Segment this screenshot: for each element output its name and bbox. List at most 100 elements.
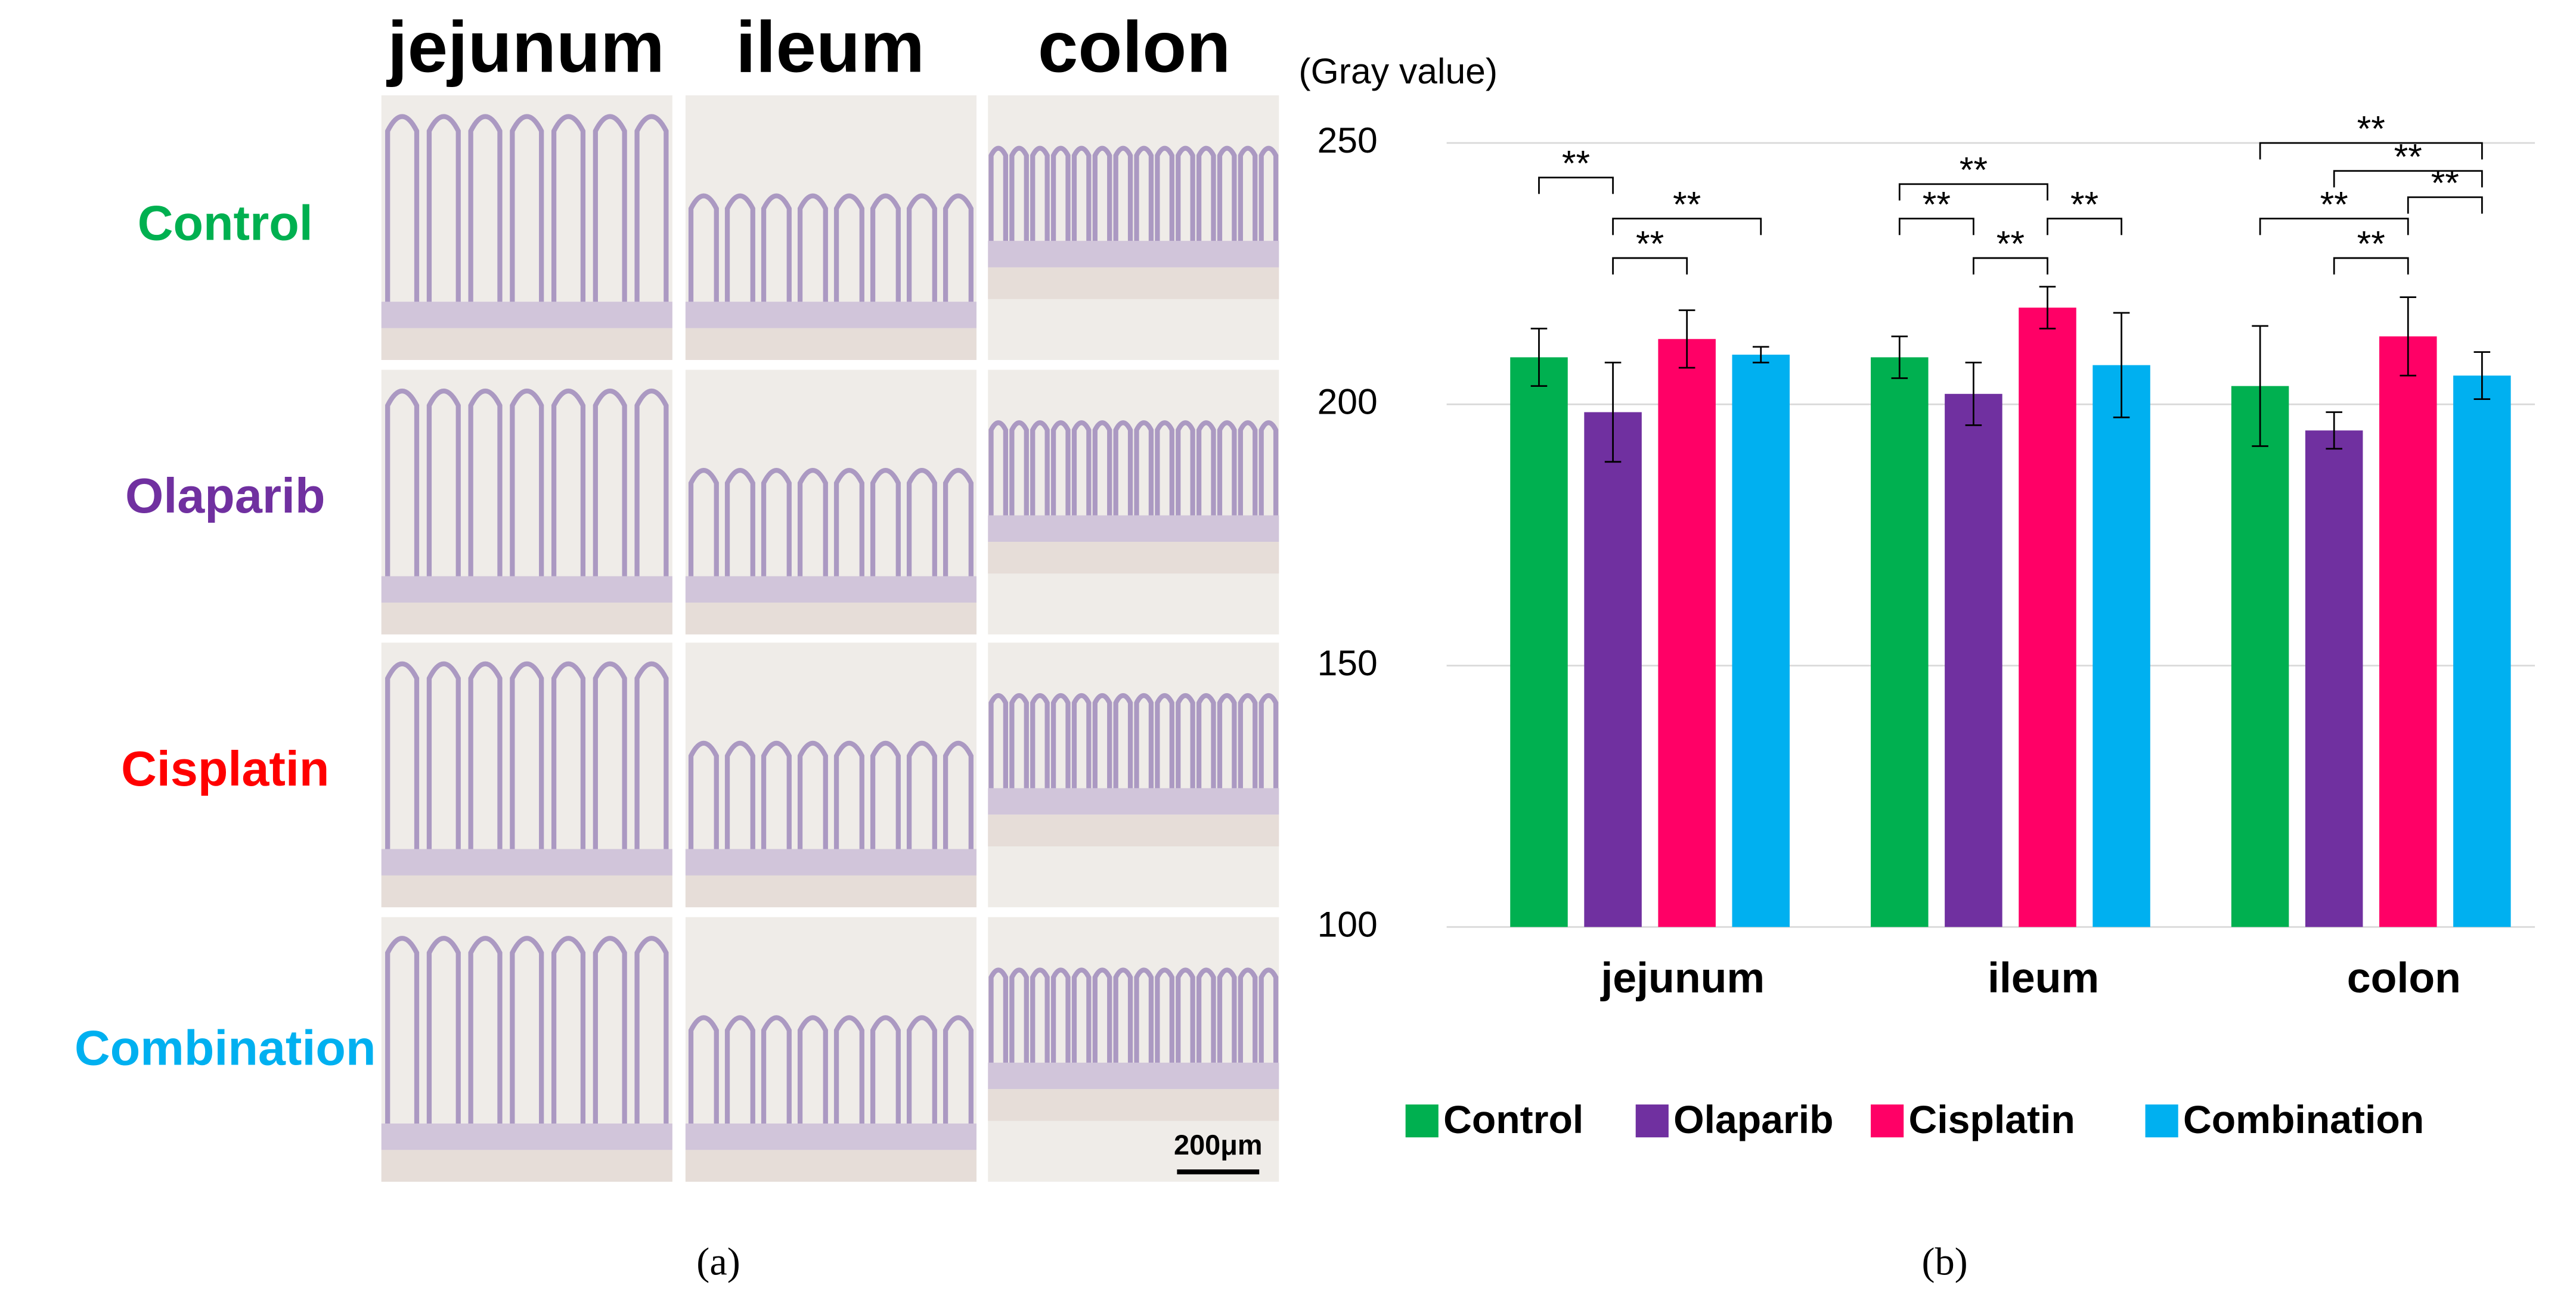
micrograph	[988, 917, 1279, 1182]
significance-bracket	[2047, 218, 2122, 235]
significance-bracket	[2259, 218, 2409, 235]
legend-label: Cisplatin	[1908, 1098, 2075, 1142]
villus	[1050, 145, 1071, 241]
villus	[1217, 420, 1237, 516]
villus	[797, 468, 828, 576]
villus	[906, 468, 937, 576]
submucosa	[988, 542, 1279, 574]
villus	[943, 741, 974, 849]
bar	[2093, 365, 2150, 927]
villus	[724, 468, 755, 576]
villus	[385, 661, 420, 849]
legend-label: Combination	[2183, 1098, 2424, 1142]
villus	[426, 388, 461, 576]
legend-swatch	[1871, 1104, 1904, 1138]
y-tick-label: 150	[1318, 643, 1378, 683]
column-label: jejunum	[386, 6, 665, 87]
x-tick-label: colon	[2347, 954, 2461, 1002]
significance-label: **	[2357, 224, 2385, 264]
villus	[988, 420, 1009, 516]
error-bar	[2039, 286, 2056, 330]
tissue-band	[381, 576, 672, 603]
column-label: colon	[1038, 6, 1230, 87]
submucosa	[381, 328, 672, 360]
significance-label: **	[2431, 163, 2459, 203]
villus	[1092, 967, 1112, 1063]
tissue-band	[988, 515, 1279, 542]
column-label: ileum	[736, 6, 925, 87]
significance-label: **	[1562, 143, 1590, 184]
submucosa	[381, 875, 672, 908]
tissue-band	[685, 576, 977, 603]
bar	[2231, 386, 2289, 927]
villus	[510, 114, 544, 302]
submucosa	[988, 1089, 1279, 1121]
significance-label: **	[1636, 224, 1664, 264]
villus	[688, 1015, 719, 1124]
villus	[1050, 967, 1071, 1063]
submucosa	[988, 814, 1279, 847]
villus	[1009, 693, 1029, 789]
villus	[1238, 967, 1258, 1063]
scale-bar-label: 200μm	[1174, 1129, 1263, 1160]
bar	[1871, 357, 1929, 927]
villus	[1134, 693, 1154, 789]
villus	[551, 936, 586, 1124]
villus	[761, 468, 792, 576]
error-bar	[1965, 361, 1982, 426]
row-label: Combination	[75, 1020, 376, 1076]
significance-bracket	[1898, 183, 2048, 201]
significance-bracket	[1612, 218, 1762, 235]
error-bar	[2400, 296, 2417, 377]
villus	[1217, 967, 1237, 1063]
villus	[385, 114, 420, 302]
villus	[1217, 145, 1237, 241]
villus	[688, 468, 719, 576]
villus	[551, 114, 586, 302]
error-bar	[1678, 309, 1695, 369]
villus	[1258, 693, 1279, 789]
significance-label: **	[2357, 108, 2385, 149]
villus	[1238, 693, 1258, 789]
villus	[1050, 420, 1071, 516]
villus	[870, 193, 901, 302]
villus	[833, 193, 864, 302]
bar	[1658, 339, 1716, 927]
legend-swatch	[2145, 1104, 2178, 1138]
significance-label: **	[2320, 184, 2348, 224]
row-label: Cisplatin	[121, 741, 329, 796]
legend-label: Control	[1443, 1098, 1583, 1142]
villus	[870, 741, 901, 849]
bar	[2019, 308, 2076, 927]
villus	[1196, 420, 1216, 516]
tissue-band	[685, 1123, 977, 1150]
x-tick-label: jejunum	[1599, 954, 1765, 1002]
villus	[634, 661, 669, 849]
villus	[1176, 967, 1195, 1063]
villus	[1071, 967, 1092, 1063]
villus	[593, 936, 627, 1124]
micrograph	[988, 370, 1279, 635]
error-bar	[1604, 361, 1622, 463]
villus	[988, 693, 1009, 789]
legend-swatch	[1635, 1104, 1669, 1138]
micrograph	[988, 643, 1279, 908]
significance-label: **	[1923, 184, 1951, 224]
y-tick-label: 250	[1318, 120, 1378, 160]
submucosa	[988, 267, 1279, 299]
villus	[1009, 420, 1029, 516]
submucosa	[381, 1150, 672, 1182]
villus	[833, 468, 864, 576]
villus	[1258, 420, 1279, 516]
villus	[1155, 145, 1174, 241]
villus	[906, 1015, 937, 1124]
villus	[724, 193, 755, 302]
villus	[426, 936, 461, 1124]
villus	[634, 936, 669, 1124]
villus	[1217, 693, 1237, 789]
villus	[943, 193, 974, 302]
villus	[551, 388, 586, 576]
villus	[426, 114, 461, 302]
significance-label: **	[1960, 150, 1988, 190]
